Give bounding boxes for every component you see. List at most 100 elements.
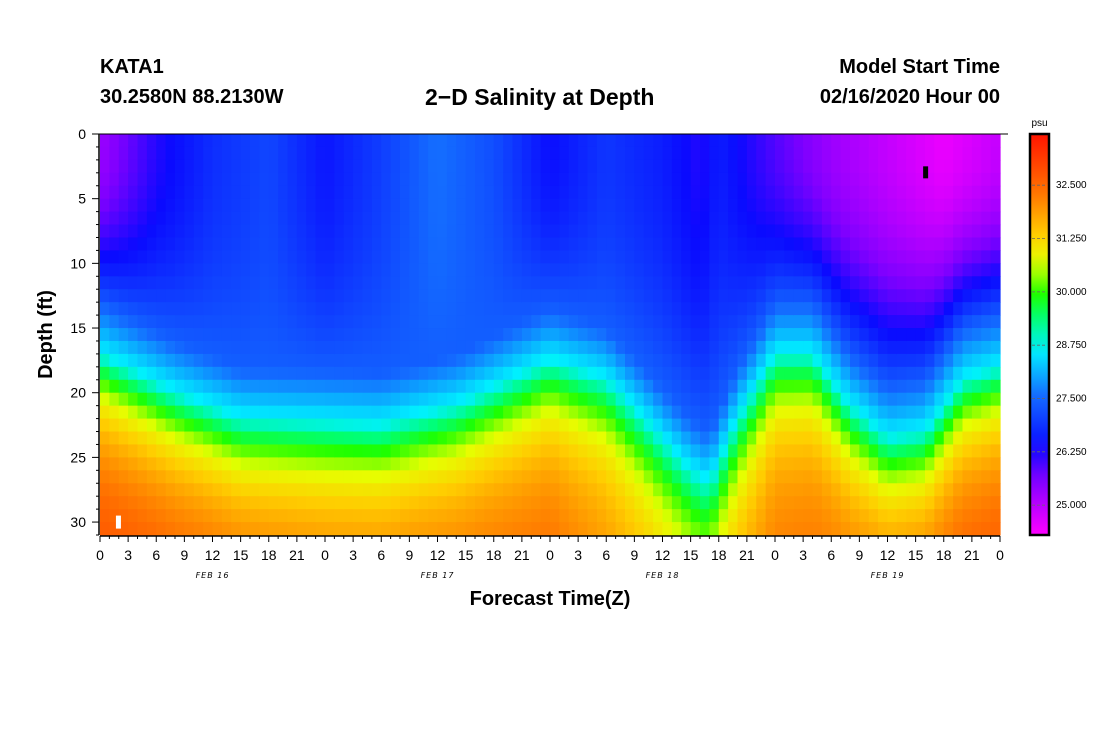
heatmap-cell [831, 198, 842, 213]
heatmap-cell [109, 159, 120, 174]
heatmap-cell [784, 379, 795, 394]
heatmap-cell [446, 366, 457, 381]
heatmap-cell [109, 496, 120, 510]
heatmap-cell [887, 237, 898, 252]
heatmap-cell [503, 379, 514, 394]
heatmap-cell [193, 146, 204, 161]
heatmap-cell [531, 146, 542, 161]
heatmap-cell [212, 522, 223, 536]
heatmap-cell [737, 250, 748, 264]
heatmap-cell [784, 431, 795, 446]
heatmap-cell [278, 496, 289, 510]
heatmap-cell [175, 353, 185, 368]
heatmap-cell [671, 185, 682, 200]
heatmap-cell [240, 366, 251, 381]
heatmap-cell [540, 379, 551, 394]
heatmap-cell [878, 509, 889, 523]
heatmap-cell [925, 470, 935, 484]
heatmap-cell [568, 263, 579, 277]
heatmap-cell [193, 198, 204, 213]
x-tick-label: 3 [799, 547, 807, 563]
heatmap-cell [540, 405, 551, 420]
heatmap-cell [634, 146, 645, 161]
heatmap-cell [400, 470, 410, 484]
heatmap-cell [756, 185, 767, 200]
heatmap-cell [306, 185, 317, 200]
heatmap-cell [503, 509, 514, 523]
heatmap-cell [850, 224, 860, 239]
heatmap-cell [831, 237, 842, 252]
heatmap-cell [625, 134, 635, 148]
heatmap-cell [100, 172, 110, 187]
heatmap-cell [371, 509, 382, 523]
heatmap-cell [925, 237, 935, 252]
heatmap-cell [343, 302, 354, 316]
heatmap-cell [775, 418, 785, 433]
heatmap-cell [296, 211, 307, 226]
heatmap-cell [812, 431, 823, 446]
heatmap-cell [990, 276, 1001, 290]
heatmap-cell [287, 250, 298, 264]
heatmap-cell [146, 172, 157, 187]
heatmap-cell [306, 159, 317, 174]
heatmap-cell [146, 224, 157, 239]
heatmap-cell [746, 353, 757, 368]
heatmap-cell [409, 431, 420, 446]
heatmap-cell [118, 457, 129, 471]
heatmap-cell [896, 146, 907, 161]
heatmap-cell [971, 470, 982, 484]
heatmap-cell [587, 379, 598, 394]
heatmap-cell [156, 379, 167, 394]
heatmap-cell [793, 522, 804, 536]
heatmap-cell [465, 224, 476, 239]
heatmap-cell [587, 276, 598, 290]
heatmap-cell [268, 418, 279, 433]
heatmap-cell [334, 457, 345, 471]
heatmap-cell [240, 172, 251, 187]
heatmap-cell [409, 366, 420, 381]
heatmap-cell [118, 276, 129, 290]
heatmap-cell [709, 224, 720, 239]
heatmap-cell [681, 405, 692, 420]
heatmap-cell [287, 146, 298, 161]
heatmap-cell [840, 224, 851, 239]
heatmap-cell [343, 418, 354, 433]
heatmap-cell [812, 159, 823, 174]
heatmap-cell [906, 509, 917, 523]
heatmap-cell [165, 185, 176, 200]
heatmap-cell [803, 289, 814, 303]
heatmap-cell [765, 457, 776, 471]
heatmap-cell [953, 509, 964, 523]
heatmap-cell [671, 134, 682, 148]
heatmap-cell [887, 224, 898, 239]
heatmap-cell [550, 263, 560, 277]
heatmap-cell [278, 224, 289, 239]
heatmap-cell [606, 353, 617, 368]
heatmap-cell [718, 509, 729, 523]
heatmap-cell [634, 302, 645, 316]
heatmap-cell [840, 328, 851, 342]
heatmap-cell [146, 522, 157, 536]
heatmap-cell [662, 405, 673, 420]
heatmap-cell [437, 392, 448, 407]
heatmap-cell [756, 302, 767, 316]
heatmap-cell [446, 289, 457, 303]
heatmap-cell [587, 328, 598, 342]
heatmap-cell [662, 379, 673, 394]
heatmap-cell [634, 470, 645, 484]
heatmap-cell [746, 198, 757, 213]
heatmap-cell [278, 379, 289, 394]
heatmap-cell [859, 289, 870, 303]
heatmap-cell [521, 366, 532, 381]
heatmap-cell [887, 185, 898, 200]
heatmap-cell [175, 146, 185, 161]
heatmap-cell [287, 237, 298, 252]
heatmap-cell [868, 366, 879, 381]
heatmap-cell [475, 496, 485, 510]
heatmap-cell [962, 379, 973, 394]
heatmap-cell [625, 353, 635, 368]
heatmap-cell [746, 315, 757, 329]
heatmap-cell [550, 172, 560, 187]
heatmap-cell [400, 172, 410, 187]
heatmap-cell [156, 457, 167, 471]
